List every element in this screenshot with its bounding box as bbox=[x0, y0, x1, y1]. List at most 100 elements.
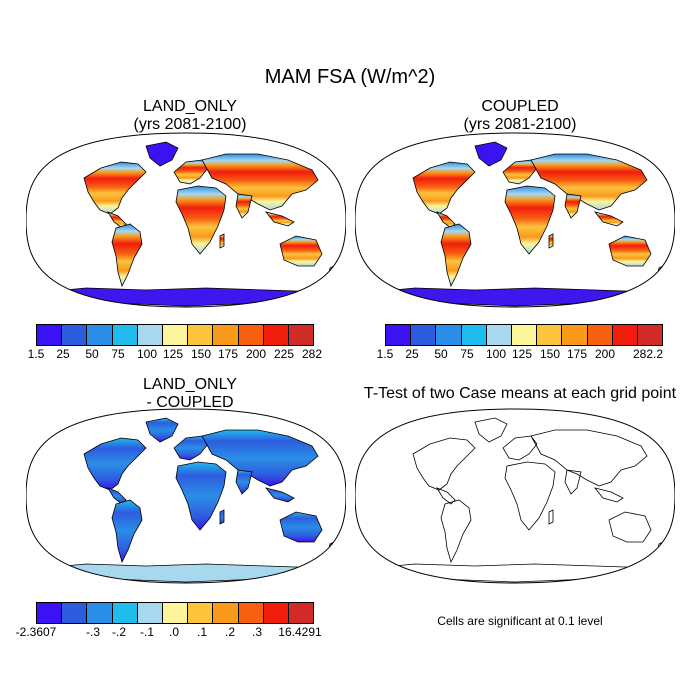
land-seAsia bbox=[593, 211, 624, 227]
land-africa bbox=[175, 185, 227, 255]
land-greenland bbox=[145, 417, 179, 443]
land-africa bbox=[504, 461, 556, 531]
land-australia bbox=[608, 235, 652, 267]
colorbar-label: 25 bbox=[405, 347, 419, 361]
land-antarctica bbox=[364, 287, 667, 307]
colorbar-label: 200 bbox=[594, 347, 616, 361]
colorbar-label: .0 bbox=[168, 625, 180, 639]
map-ttest bbox=[355, 408, 675, 584]
colorbar-swatch bbox=[37, 325, 63, 345]
colorbar-swatch bbox=[263, 603, 289, 623]
colorbar-swatch bbox=[62, 325, 88, 345]
significance-note: Cells are significant at 0.1 level bbox=[437, 614, 603, 628]
colorbar-swatch bbox=[162, 325, 189, 345]
colorbar-label: 75 bbox=[460, 347, 474, 361]
panel-title-difference: LAND_ONLY - COUPLED bbox=[30, 376, 350, 412]
panel-title-line1: LAND_ONLY bbox=[143, 98, 237, 115]
colorbar-label: 175 bbox=[566, 347, 588, 361]
colorbar-swatch bbox=[112, 325, 138, 345]
land-northAmerica bbox=[412, 161, 476, 215]
colorbar-swatch bbox=[87, 603, 113, 623]
colorbar-swatch bbox=[637, 325, 663, 345]
colorbar-land-only bbox=[36, 324, 314, 346]
map-frame bbox=[355, 408, 675, 584]
colorbar-swatch bbox=[562, 325, 588, 345]
colorbar-label: 125 bbox=[511, 347, 533, 361]
colorbar-swatch bbox=[238, 603, 264, 623]
land-asia bbox=[530, 429, 648, 487]
land-southAmerica bbox=[111, 499, 143, 564]
colorbar-label: 125 bbox=[162, 347, 184, 361]
colorbar-swatch bbox=[587, 325, 613, 345]
colorbar-coupled bbox=[385, 324, 663, 346]
colorbar-label: 75 bbox=[111, 347, 125, 361]
colorbar-swatch bbox=[288, 325, 314, 345]
colorbar-label: .1 bbox=[196, 625, 208, 639]
land-greenland bbox=[474, 141, 508, 167]
map-land-only bbox=[26, 132, 346, 308]
land-india bbox=[235, 193, 253, 219]
figure-title: MAM FSA (W/m^2) bbox=[264, 66, 436, 88]
map-coupled bbox=[355, 132, 675, 308]
colorbar-label: 16.4291 bbox=[278, 625, 322, 639]
land-southAmerica bbox=[111, 223, 143, 288]
map-frame bbox=[355, 132, 675, 308]
colorbar-swatch bbox=[87, 325, 113, 345]
colorbar-label: -.2 bbox=[111, 625, 127, 639]
colorbar-swatch bbox=[486, 325, 512, 345]
colorbar-label: 50 bbox=[85, 347, 99, 361]
colorbar-label: 282 bbox=[301, 347, 323, 361]
panel-title-line2: (yrs 2081-2100) bbox=[133, 116, 247, 133]
land-europe bbox=[173, 159, 209, 185]
panel-title-coupled: COUPLED (yrs 2081-2100) bbox=[360, 98, 680, 134]
colorbar-swatch bbox=[62, 603, 88, 623]
panel-title-line1: LAND_ONLY bbox=[143, 376, 237, 393]
colorbar-swatch bbox=[188, 603, 214, 623]
land-madagascar bbox=[219, 233, 225, 249]
colorbar-label: 150 bbox=[539, 347, 561, 361]
land-antarctica bbox=[35, 563, 338, 583]
colorbar-label: 282.2 bbox=[632, 347, 664, 361]
land-antarctica bbox=[364, 563, 667, 583]
colorbar-label: 25 bbox=[56, 347, 70, 361]
land-madagascar bbox=[219, 509, 225, 525]
land-northAmerica bbox=[412, 437, 476, 491]
colorbar-label: .3 bbox=[251, 625, 263, 639]
land-europe bbox=[173, 435, 209, 461]
colorbar-label: -2.3607 bbox=[15, 625, 57, 639]
colorbar-swatch bbox=[461, 325, 487, 345]
colorbar-swatch bbox=[37, 603, 63, 623]
colorbar-swatch bbox=[411, 325, 437, 345]
colorbar-swatch bbox=[162, 603, 189, 623]
colorbar-swatch bbox=[213, 325, 239, 345]
land-asia bbox=[201, 429, 319, 487]
colorbar-swatch bbox=[436, 325, 462, 345]
colorbar-swatch bbox=[263, 325, 289, 345]
land-australia bbox=[279, 511, 323, 543]
panel-title-line1: COUPLED bbox=[481, 98, 559, 115]
land-australia bbox=[608, 511, 652, 543]
land-australia bbox=[279, 235, 323, 267]
land-madagascar bbox=[548, 233, 554, 249]
land-india bbox=[235, 469, 253, 495]
colorbar-label: -.3 bbox=[85, 625, 101, 639]
map-frame bbox=[26, 132, 346, 308]
colorbar-swatch bbox=[386, 325, 412, 345]
land-asia bbox=[530, 153, 648, 211]
land-madagascar bbox=[548, 509, 554, 525]
land-africa bbox=[175, 461, 227, 531]
panel-title-ttest: T-Test of two Case means at each grid po… bbox=[363, 385, 677, 402]
colorbar-swatch bbox=[288, 603, 314, 623]
colorbar-swatch bbox=[537, 325, 563, 345]
colorbar-label: 100 bbox=[485, 347, 507, 361]
land-seAsia bbox=[264, 487, 295, 503]
colorbar-label: 50 bbox=[434, 347, 448, 361]
colorbar-label: 1.5 bbox=[376, 347, 394, 361]
land-europe bbox=[502, 159, 538, 185]
land-seAsia bbox=[264, 211, 295, 227]
colorbar-swatch bbox=[612, 325, 638, 345]
colorbar-label: 175 bbox=[217, 347, 239, 361]
land-india bbox=[564, 469, 582, 495]
land-africa bbox=[504, 185, 556, 255]
land-northAmerica bbox=[83, 437, 147, 491]
